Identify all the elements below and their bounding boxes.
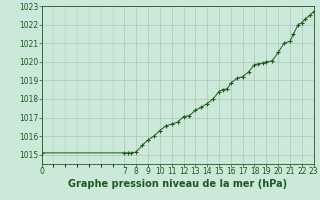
- X-axis label: Graphe pression niveau de la mer (hPa): Graphe pression niveau de la mer (hPa): [68, 179, 287, 189]
